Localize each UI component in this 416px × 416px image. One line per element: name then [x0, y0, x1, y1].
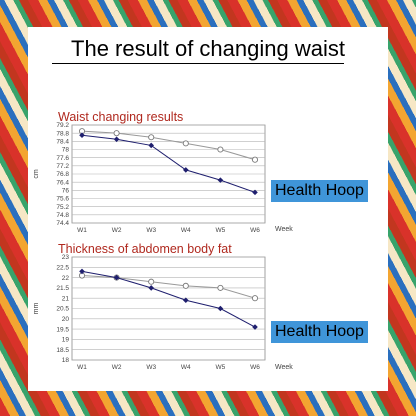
y-axis-label: cm [33, 169, 40, 179]
title-underline [52, 63, 344, 64]
chart-title: Thickness of abdomen body fat [58, 242, 232, 256]
y-tick-label: 22 [62, 275, 70, 282]
y-tick-label: 74.4 [56, 220, 69, 227]
series-line [81, 270, 256, 328]
y-tick-label: 77.2 [56, 163, 69, 170]
y-tick-label: 76.8 [56, 171, 69, 178]
x-tick-label: W5 [216, 364, 226, 371]
x-tick-label: W1 [77, 364, 87, 371]
y-tick-label: 76.4 [56, 179, 69, 186]
x-tick-label: W5 [216, 227, 226, 234]
x-tick-label: W3 [146, 364, 156, 371]
page-title: The result of changing waist [71, 36, 345, 61]
x-axis-label: Week [275, 364, 293, 371]
series-line [81, 130, 256, 161]
data-point [148, 134, 155, 141]
y-tick-label: 18.5 [56, 347, 69, 354]
data-point [182, 140, 189, 147]
y-tick-label: 76 [62, 188, 70, 195]
series-line [81, 134, 256, 193]
x-tick-label: W1 [77, 227, 87, 234]
data-point [183, 297, 189, 304]
y-tick-label: 21 [62, 295, 70, 302]
chart-title: Waist changing results [58, 110, 183, 124]
x-tick-label: W3 [146, 227, 156, 234]
y-tick-label: 78.4 [56, 139, 69, 146]
body-fat-legend-health-hoop: Health Hoop [271, 321, 368, 343]
y-tick-label: 21.5 [56, 285, 69, 292]
content-panel: The result of changing waist Waist chang… [28, 27, 388, 391]
y-tick-label: 78.8 [56, 130, 69, 137]
y-tick-label: 75.2 [56, 204, 69, 211]
data-point [217, 146, 224, 153]
y-tick-label: 23 [62, 254, 70, 261]
data-point [113, 274, 120, 281]
y-tick-label: 18 [62, 357, 70, 364]
y-tick-label: 74.8 [56, 212, 69, 219]
y-tick-label: 75.6 [56, 196, 69, 203]
x-tick-label: W2 [112, 227, 122, 234]
data-point [183, 167, 189, 173]
y-tick-label: 20 [62, 316, 70, 323]
data-point [217, 305, 224, 312]
data-point [217, 177, 224, 183]
y-axis-label: mm [33, 303, 40, 315]
series-line [81, 275, 256, 299]
data-point [79, 268, 85, 275]
y-tick-label: 22.5 [56, 265, 69, 272]
x-tick-label: W4 [181, 227, 191, 234]
x-tick-label: W6 [250, 364, 260, 371]
x-tick-label: W6 [250, 227, 260, 234]
y-tick-label: 20.5 [56, 306, 69, 313]
y-tick-label: 19 [62, 337, 70, 344]
data-point [252, 189, 258, 196]
data-point [113, 130, 120, 137]
data-point [251, 156, 259, 163]
x-tick-label: W2 [112, 364, 122, 371]
waist-legend-health-hoop: Health Hoop [271, 180, 368, 202]
y-tick-label: 77.6 [56, 155, 69, 162]
data-point [148, 278, 155, 285]
data-point [182, 282, 189, 289]
y-tick-label: 79.2 [56, 122, 69, 129]
data-point [251, 295, 259, 302]
y-tick-label: 78 [62, 147, 70, 154]
y-tick-label: 19.5 [56, 326, 69, 333]
data-point [217, 284, 224, 291]
x-axis-label: Week [275, 226, 293, 233]
x-tick-label: W4 [181, 364, 191, 371]
